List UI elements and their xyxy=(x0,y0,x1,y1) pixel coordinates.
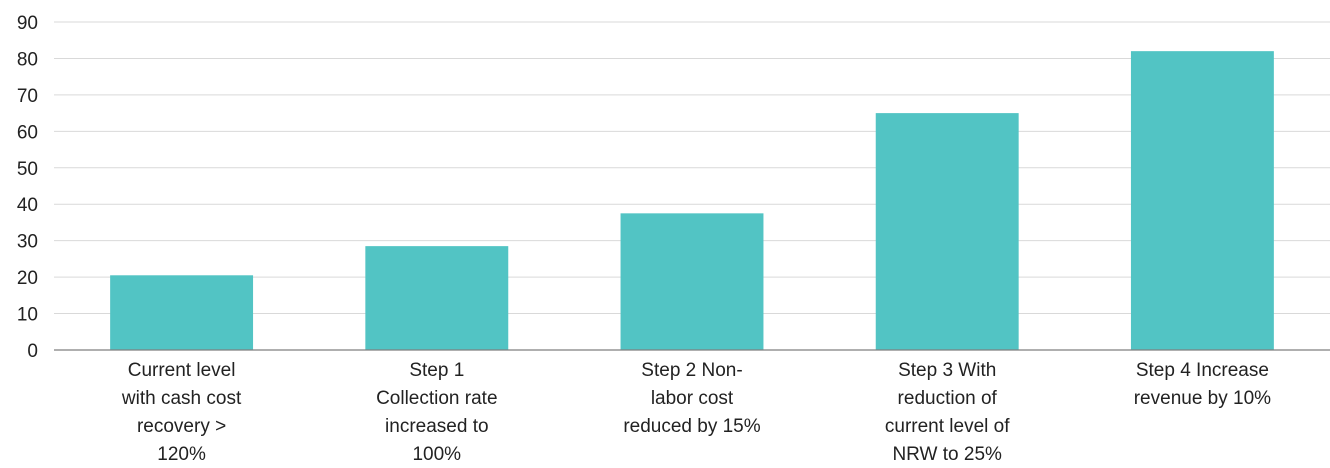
y-tick-label: 60 xyxy=(17,122,38,143)
bar xyxy=(110,275,254,350)
x-category-label: Step 3 With reduction of current level of N… xyxy=(885,360,1010,465)
x-category-label-line: Collection rate xyxy=(376,388,497,409)
y-tick-label: 70 xyxy=(17,86,38,107)
bar xyxy=(620,213,764,350)
gridlines xyxy=(54,21,1330,315)
y-tick-label: 90 xyxy=(17,13,38,34)
x-category-label-line: current level of xyxy=(885,416,1010,437)
x-category-label-line: with cash cost xyxy=(121,388,242,409)
x-category-label-line: increased to xyxy=(385,416,489,437)
x-category-label: Step 2 Non-labor cost reduced by 15% xyxy=(623,360,760,437)
x-category-label-line: revenue by 10% xyxy=(1134,388,1271,409)
y-axis-ticks: 0 10 20 30 40 50 60 70 80 90 xyxy=(17,13,38,362)
x-category-label-line: Step 4 Increase xyxy=(1136,360,1269,381)
x-category-label-line: reduced by 15% xyxy=(623,416,760,437)
x-category-label-line: Step 2 Non- xyxy=(641,360,742,381)
x-category-label-line: 120% xyxy=(157,444,206,465)
x-category-label-line: Current level xyxy=(128,360,236,381)
x-category-label-line: Step 1 xyxy=(409,360,464,381)
x-category-label-line: reduction of xyxy=(898,388,998,409)
y-tick-label: 10 xyxy=(17,305,38,326)
y-tick-label: 80 xyxy=(17,49,38,70)
x-category-label: Current level with cash cost recovery > 120… xyxy=(121,360,242,465)
y-tick-label: 50 xyxy=(17,159,38,180)
bars xyxy=(110,51,1274,351)
x-category-label-line: Step 3 With xyxy=(898,360,996,381)
x-category-label-line: 100% xyxy=(412,444,461,465)
bar xyxy=(1130,51,1274,351)
x-category-label-line: NRW to 25% xyxy=(892,444,1002,465)
y-tick-label: 20 xyxy=(17,268,38,289)
x-category-label-line: labor cost xyxy=(651,388,734,409)
x-category-label: Step 4 Increase revenue by 10% xyxy=(1134,360,1271,409)
x-category-label: Step 1 Collection rate increased to 100% xyxy=(376,360,497,465)
x-category-label-line: recovery > xyxy=(137,416,226,437)
y-tick-label: 40 xyxy=(17,195,38,216)
y-tick-label: 0 xyxy=(27,341,38,362)
y-tick-label: 30 xyxy=(17,232,38,253)
bar xyxy=(875,113,1019,350)
x-axis-labels: Current level with cash cost recovery > 120… xyxy=(121,360,1271,465)
bar xyxy=(365,246,509,350)
